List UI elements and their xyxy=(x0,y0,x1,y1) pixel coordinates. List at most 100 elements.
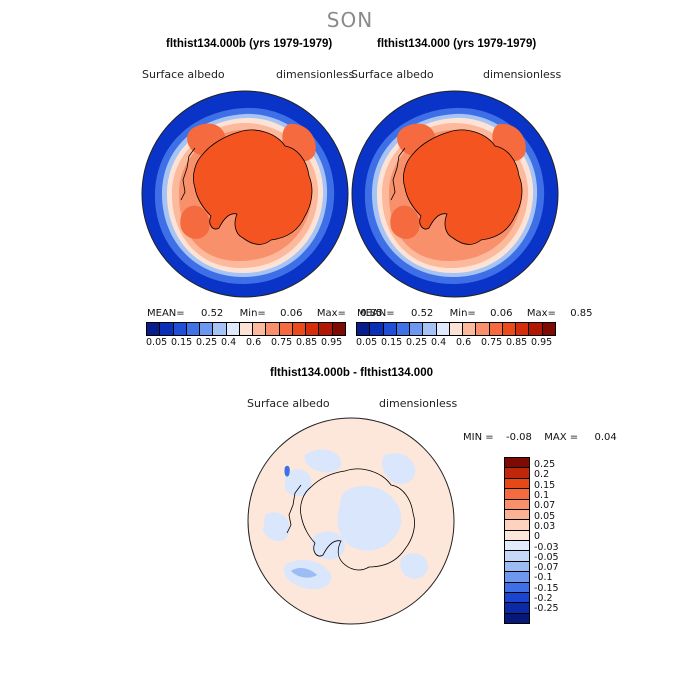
panel-1-variable-label: Surface albedo xyxy=(142,68,225,81)
diff-colorbar xyxy=(504,457,530,624)
diff-colorbar-label: 0.1 xyxy=(534,489,550,501)
min-label: Min= xyxy=(239,308,266,319)
colorbar-swatch xyxy=(488,323,502,335)
colorbar-tick-label: 0.85 xyxy=(506,337,528,348)
diff-colorbar-label: 0.07 xyxy=(534,500,556,512)
mean-value: 0.52 xyxy=(411,308,434,319)
colorbar-swatch xyxy=(212,323,226,335)
diff-min-label: MIN = xyxy=(463,432,494,443)
colorbar-swatch xyxy=(462,323,476,335)
diff-variable-label: Surface albedo xyxy=(247,397,330,410)
colorbar-swatch xyxy=(515,323,529,335)
colorbar-swatch xyxy=(357,323,370,335)
colorbar-swatch xyxy=(528,323,542,335)
diff-colorbar-swatch xyxy=(505,571,529,582)
diff-minmax: MIN = -0.08 MAX = 0.04 xyxy=(463,432,617,443)
colorbar-swatch xyxy=(305,323,319,335)
colorbar-tick-label: 0.05 xyxy=(146,337,168,348)
colorbar-ticks-panel-2: 0.05 0.15 0.25 0.4 0.6 0.75 0.85 0.95 xyxy=(356,337,556,349)
diff-colorbar-label: 0 xyxy=(534,531,541,543)
colorbar-tick-label: 0.15 xyxy=(171,337,193,348)
colorbar-swatch xyxy=(159,323,173,335)
diff-colorbar-label: 0.25 xyxy=(534,459,556,470)
colorbar-swatch xyxy=(147,323,160,335)
diff-colorbar-label: -0.03 xyxy=(534,541,559,553)
colorbar-tick-label: 0.25 xyxy=(196,337,218,348)
diff-colorbar-label: 0.2 xyxy=(534,469,550,481)
panel-1-units-label: dimensionless xyxy=(276,68,355,81)
colorbar-tick-label: 0.15 xyxy=(381,337,403,348)
diff-colorbar-swatch xyxy=(505,612,529,623)
colorbar-swatch xyxy=(382,323,396,335)
diff-colorbar-labels: 0.25 0.2 0.15 0.1 0.07 0.05 0.03 0 -0.03 -0.05 -0.… xyxy=(534,457,594,627)
colorbar-swatch xyxy=(199,323,213,335)
colorbar-swatch xyxy=(541,323,555,335)
polar-map-panel-1 xyxy=(141,90,349,298)
max-value: 0.85 xyxy=(570,308,593,319)
diff-colorbar-label: -0.15 xyxy=(534,582,559,594)
diff-colorbar-swatch xyxy=(505,602,529,613)
max-value: 0.85 xyxy=(360,308,383,319)
colorbar-swatch xyxy=(291,323,306,335)
colorbar-swatch xyxy=(448,323,463,335)
colorbar-swatch xyxy=(422,323,436,335)
diff-colorbar-label: -0.25 xyxy=(534,603,559,615)
min-label: Min= xyxy=(449,308,476,319)
colorbar-swatch xyxy=(501,323,516,335)
colorbar-swatch xyxy=(265,323,279,335)
diff-units-label: dimensionless xyxy=(379,397,458,410)
season-title: SON xyxy=(326,8,374,32)
colorbar-swatch xyxy=(185,323,200,335)
panel-1-stats: MEAN= 0.52 Min= 0.06 Max= 0.85 xyxy=(147,308,383,319)
colorbar-swatch xyxy=(409,323,423,335)
colorbar-swatch xyxy=(435,323,449,335)
panel-2-units-label: dimensionless xyxy=(483,68,562,81)
diff-colorbar-label: 0.15 xyxy=(534,479,556,491)
diff-colorbar-label: 0.03 xyxy=(534,520,556,532)
diff-colorbar-swatch xyxy=(505,550,529,561)
colorbar-swatch xyxy=(318,323,332,335)
min-value: 0.06 xyxy=(490,308,513,319)
colorbar-tick-label: 0.6 xyxy=(246,337,262,348)
colorbar-swatch xyxy=(369,323,383,335)
panel-1-title: flthist134.000b (yrs 1979-1979) xyxy=(166,38,333,50)
diff-colorbar-swatch xyxy=(505,560,529,572)
polar-map-difference xyxy=(247,417,455,625)
colorbar-ticks-panel-1: 0.05 0.15 0.25 0.4 0.6 0.75 0.85 0.95 xyxy=(146,337,346,349)
colorbar-swatch xyxy=(278,323,292,335)
colorbar-panel-2 xyxy=(356,322,556,336)
colorbar-tick-label: 0.6 xyxy=(456,337,472,348)
colorbar-swatch xyxy=(331,323,345,335)
diff-colorbar-label: -0.1 xyxy=(534,572,553,584)
colorbar-swatch xyxy=(395,323,410,335)
max-label: Max= xyxy=(526,308,556,319)
colorbar-swatch xyxy=(475,323,489,335)
mean-label: MEAN= xyxy=(357,308,395,319)
diff-colorbar-swatch xyxy=(505,519,529,530)
diff-colorbar-swatch xyxy=(505,529,529,540)
colorbar-tick-label: 0.75 xyxy=(481,337,503,348)
colorbar-tick-label: 0.4 xyxy=(431,337,447,348)
diff-colorbar-label: -0.05 xyxy=(534,551,559,563)
panel-2-variable-label: Surface albedo xyxy=(351,68,434,81)
mean-label: MEAN= xyxy=(147,308,185,319)
diff-colorbar-label: 0.05 xyxy=(534,510,556,522)
diff-min-value: -0.08 xyxy=(506,432,532,443)
diff-colorbar-swatch xyxy=(505,458,529,468)
diff-colorbar-swatch xyxy=(505,581,529,592)
colorbar-panel-1 xyxy=(146,322,346,336)
diff-colorbar-swatch xyxy=(505,498,529,509)
panel-2-title: flthist134.000 (yrs 1979-1979) xyxy=(377,38,537,50)
colorbar-tick-label: 0.4 xyxy=(221,337,237,348)
diff-colorbar-label: -0.2 xyxy=(534,593,553,605)
colorbar-tick-label: 0.25 xyxy=(406,337,428,348)
mean-value: 0.52 xyxy=(201,308,224,319)
diff-colorbar-swatch xyxy=(505,508,529,520)
colorbar-tick-label: 0.95 xyxy=(321,337,343,348)
diff-colorbar-swatch xyxy=(505,540,529,551)
colorbar-swatch xyxy=(172,323,186,335)
colorbar-swatch xyxy=(252,323,266,335)
polar-map-panel-2 xyxy=(351,90,559,298)
diff-colorbar-swatch xyxy=(505,477,529,489)
panel-2-stats: MEAN= 0.52 Min= 0.06 Max= 0.85 xyxy=(357,308,593,319)
